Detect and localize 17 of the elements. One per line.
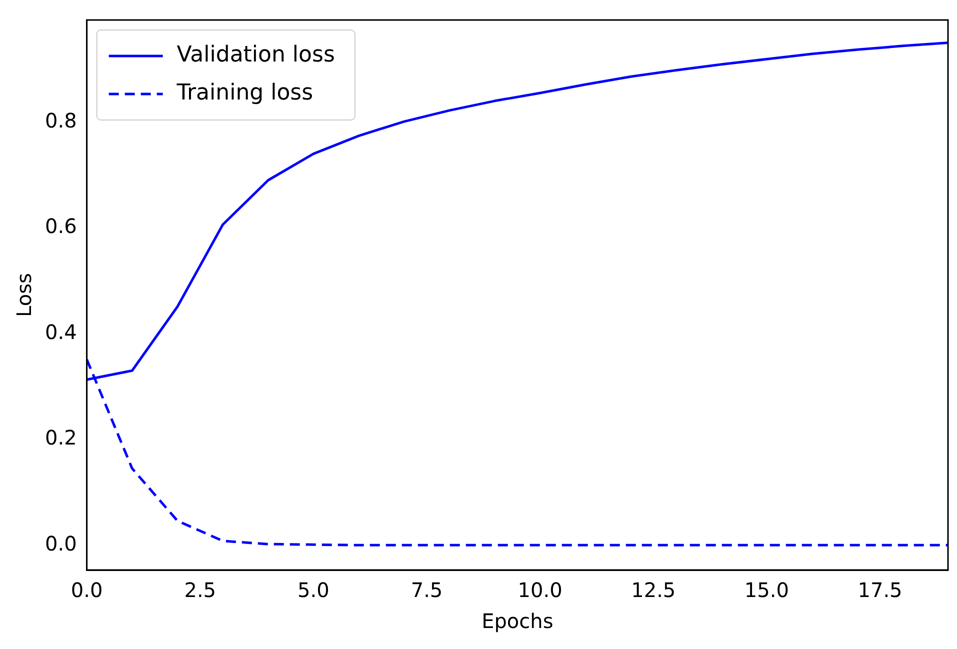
legend-label: Validation loss [176, 42, 335, 68]
x-tick-label: 7.5 [410, 578, 443, 602]
legend-label: Training loss [176, 80, 314, 106]
x-axis-title: Epochs [482, 609, 554, 634]
y-tick-label: 0.6 [44, 214, 77, 238]
x-tick-label: 17.5 [858, 578, 902, 602]
y-tick-label: 0.2 [44, 426, 77, 450]
y-tick-label: 0.4 [44, 320, 77, 344]
x-tick-label: 0.0 [70, 578, 103, 602]
y-tick-label: 0.0 [44, 531, 77, 556]
x-tick-label: 15.0 [744, 578, 789, 602]
y-tick-label: 0.8 [44, 108, 77, 132]
x-tick-label: 12.5 [631, 578, 676, 602]
x-tick-label: 10.0 [518, 578, 562, 602]
x-tick-label: 2.5 [184, 578, 216, 602]
x-tick-label: 5.0 [298, 578, 330, 602]
y-axis-title: Loss [12, 273, 36, 317]
